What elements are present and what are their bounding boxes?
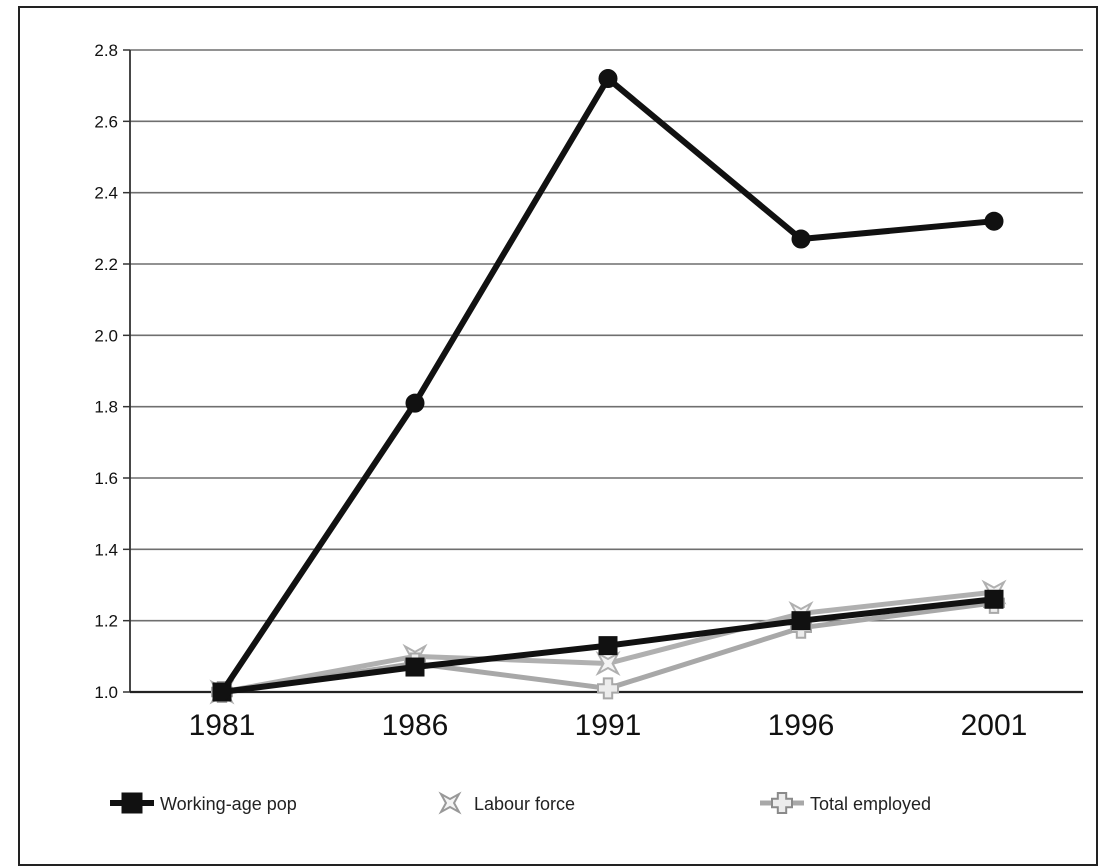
y-tick-label: 2.6 (94, 112, 118, 131)
y-tick-label: 1.2 (94, 612, 118, 631)
data-point-square (791, 611, 811, 631)
data-point-plus (771, 792, 793, 814)
legend-label: Total employed (810, 794, 931, 814)
data-point-square (405, 657, 425, 677)
data-point-circle (791, 229, 811, 249)
data-point-square (984, 589, 1004, 609)
y-tick-label: 1.8 (94, 398, 118, 417)
data-point-plus (597, 677, 619, 700)
y-tick-label: 1.0 (94, 683, 118, 702)
data-point-circle (212, 682, 232, 702)
y-tick-label: 2.4 (94, 184, 118, 203)
data-point-circle (405, 393, 425, 413)
legend-label: Labour force (474, 794, 575, 814)
y-tick-label: 2.8 (94, 41, 118, 60)
data-point-star (438, 791, 462, 815)
x-tick-label: 1986 (382, 709, 449, 742)
legend-item: Working-age pop (110, 792, 297, 814)
plot-area (130, 50, 1083, 692)
series-1 (212, 589, 1004, 702)
data-point-square (598, 636, 618, 656)
y-tick-label: 1.4 (94, 540, 118, 559)
y-tick-label: 1.6 (94, 469, 118, 488)
y-tick-label: 2.2 (94, 255, 118, 274)
series-0 (212, 69, 1004, 702)
legend-label: Working-age pop (160, 794, 297, 814)
legend-item: Total employed (760, 792, 931, 814)
legend-item: Labour force (438, 791, 575, 815)
x-tick-label: 1981 (189, 709, 256, 742)
x-tick-label: 1991 (575, 709, 642, 742)
x-tick-label: 2001 (961, 709, 1028, 742)
y-tick-label: 2.0 (94, 326, 118, 345)
data-point-circle (598, 69, 618, 89)
data-point-star (595, 650, 621, 677)
data-point-circle (984, 211, 1004, 231)
data-point-square (121, 792, 143, 814)
x-tick-label: 1996 (768, 709, 835, 742)
